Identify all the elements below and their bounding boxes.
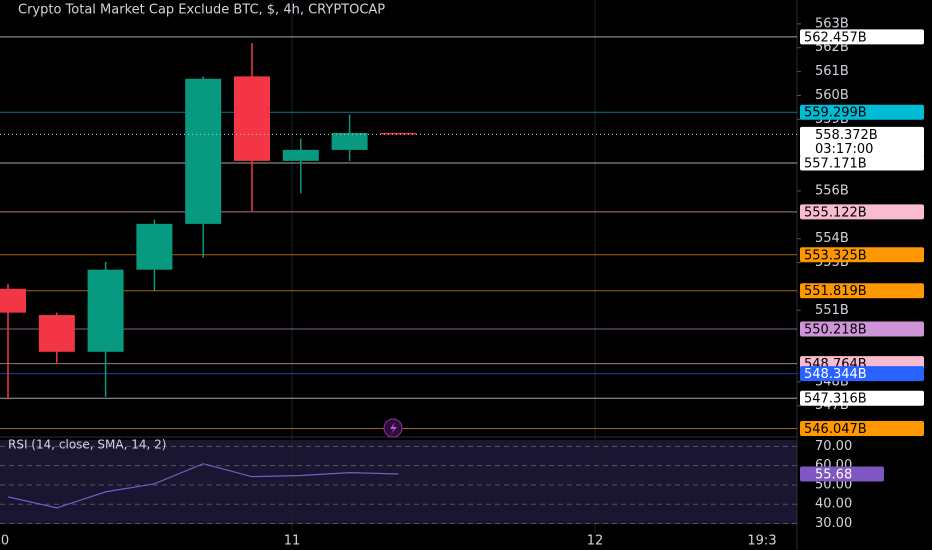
candle-body [380,132,417,135]
x-tick-label: 12 [587,534,604,549]
last-price-box [800,126,924,157]
level-label: 548.344B [804,367,867,382]
countdown-label: 03:17:00 [815,142,873,157]
level-label-box [800,420,924,436]
y-tick-label: 560B [815,88,849,103]
y-tick-label: 30.00 [815,516,852,531]
level-label: 559.299B [804,106,867,121]
y-tick-label: 40.00 [815,497,852,512]
y-tick-label: 70.00 [815,439,852,454]
level-label: 551.819B [804,284,867,299]
level-label: 550.218B [804,322,867,337]
rsi-title: RSI (14, close, SMA, 14, 2) [8,438,166,452]
x-tick-label: 11 [284,534,301,549]
candle-body [234,76,270,161]
y-tick-label: 556B [815,183,849,198]
y-tick-label: 551B [815,303,849,318]
rsi-band [0,440,797,524]
level-label-box [800,390,924,406]
level-label-box [800,247,924,263]
level-label: 555.122B [804,205,867,220]
alert-icon-bolt [390,422,397,434]
x-tick-label: 0 [1,534,9,549]
level-label: 546.047B [804,422,867,437]
level-label-box [800,366,924,382]
last-price-label: 558.372B [815,128,878,143]
y-tick-label: 561B [815,64,849,79]
rsi-line [7,463,399,509]
level-label: 557.171B [804,156,867,171]
level-label: 562.457B [804,30,867,45]
candle-body [87,269,124,352]
candle-body [331,132,368,150]
candle-body [0,288,26,313]
candle-body [38,315,75,352]
y-tick-label: 563B [815,16,849,31]
level-label-box [800,321,924,337]
level-label: 553.325B [804,248,867,263]
level-label-box [800,104,924,120]
rsi-value-box [800,466,884,482]
level-label-box [800,283,924,299]
chart-title: Crypto Total Market Cap Exclude BTC, $, … [18,3,385,18]
candle-body [136,223,173,270]
plot [0,23,801,525]
rsi-value-label: 55.68 [815,467,852,482]
x-tick-label: 19:3 [747,534,776,549]
level-label: 547.316B [804,392,867,407]
level-label-box [800,29,924,45]
level-label-box [800,155,924,171]
level-label-box [800,204,924,220]
y-tick-label: 554B [815,231,849,246]
candle-body [282,149,319,161]
candle-body [185,78,222,224]
